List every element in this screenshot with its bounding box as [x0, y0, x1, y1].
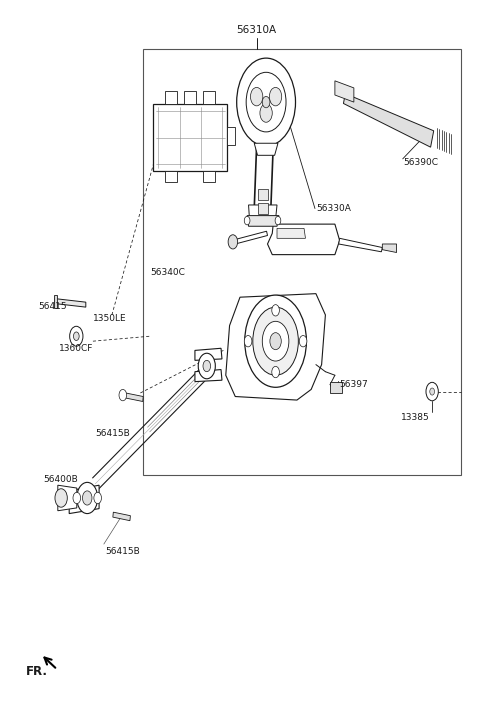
Circle shape	[198, 353, 216, 379]
Text: 56397: 56397	[340, 380, 368, 389]
Circle shape	[77, 483, 97, 513]
Circle shape	[244, 217, 250, 225]
Circle shape	[119, 390, 127, 401]
Polygon shape	[234, 231, 267, 244]
Polygon shape	[69, 498, 99, 513]
Polygon shape	[226, 294, 325, 400]
Circle shape	[253, 307, 299, 375]
Polygon shape	[125, 393, 143, 402]
Circle shape	[246, 72, 286, 132]
Polygon shape	[195, 370, 222, 382]
Polygon shape	[113, 512, 131, 521]
Text: 56415: 56415	[38, 302, 67, 311]
Circle shape	[275, 217, 281, 225]
Circle shape	[272, 305, 279, 316]
Polygon shape	[277, 228, 305, 238]
Text: 56415B: 56415B	[105, 547, 140, 556]
Circle shape	[245, 295, 306, 388]
Circle shape	[300, 335, 307, 347]
Circle shape	[269, 87, 282, 106]
Text: 56340C: 56340C	[150, 268, 185, 277]
Text: 56415B: 56415B	[96, 429, 130, 438]
Text: 1350LE: 1350LE	[93, 314, 127, 323]
Circle shape	[270, 332, 281, 350]
Polygon shape	[249, 205, 277, 220]
Polygon shape	[55, 299, 86, 307]
Bar	[203, 91, 216, 104]
Bar	[143, 49, 461, 475]
Circle shape	[426, 383, 438, 401]
Circle shape	[251, 87, 263, 106]
Circle shape	[83, 491, 92, 505]
Polygon shape	[339, 238, 383, 252]
Circle shape	[70, 326, 83, 346]
Circle shape	[73, 332, 79, 340]
Polygon shape	[258, 203, 267, 214]
Circle shape	[244, 335, 252, 347]
Text: 56310A: 56310A	[237, 25, 276, 35]
Circle shape	[262, 97, 270, 108]
Polygon shape	[195, 348, 222, 360]
Text: 13385: 13385	[401, 413, 430, 423]
Circle shape	[228, 235, 238, 249]
Text: FR.: FR.	[25, 664, 48, 678]
Circle shape	[73, 493, 81, 503]
Polygon shape	[344, 94, 434, 147]
Circle shape	[237, 58, 296, 146]
Polygon shape	[69, 485, 99, 499]
Bar	[165, 172, 178, 182]
Bar	[154, 104, 227, 172]
Circle shape	[430, 388, 434, 395]
Bar	[227, 127, 236, 144]
Polygon shape	[267, 224, 340, 255]
Bar	[184, 91, 196, 104]
Circle shape	[272, 366, 279, 378]
Polygon shape	[335, 81, 354, 102]
Polygon shape	[54, 295, 57, 308]
Text: 56400B: 56400B	[43, 475, 78, 484]
Polygon shape	[247, 216, 279, 226]
Circle shape	[260, 104, 272, 122]
Circle shape	[94, 493, 101, 503]
Bar	[203, 172, 216, 182]
Circle shape	[55, 489, 67, 507]
Circle shape	[262, 321, 289, 361]
Polygon shape	[58, 485, 77, 511]
Polygon shape	[330, 383, 342, 393]
Text: 56330A: 56330A	[316, 204, 351, 213]
Circle shape	[203, 360, 211, 372]
Text: 56390C: 56390C	[404, 158, 439, 167]
Bar	[165, 91, 178, 104]
Polygon shape	[258, 189, 267, 200]
Polygon shape	[383, 244, 396, 252]
Polygon shape	[254, 143, 278, 155]
Text: 1360CF: 1360CF	[59, 344, 93, 352]
